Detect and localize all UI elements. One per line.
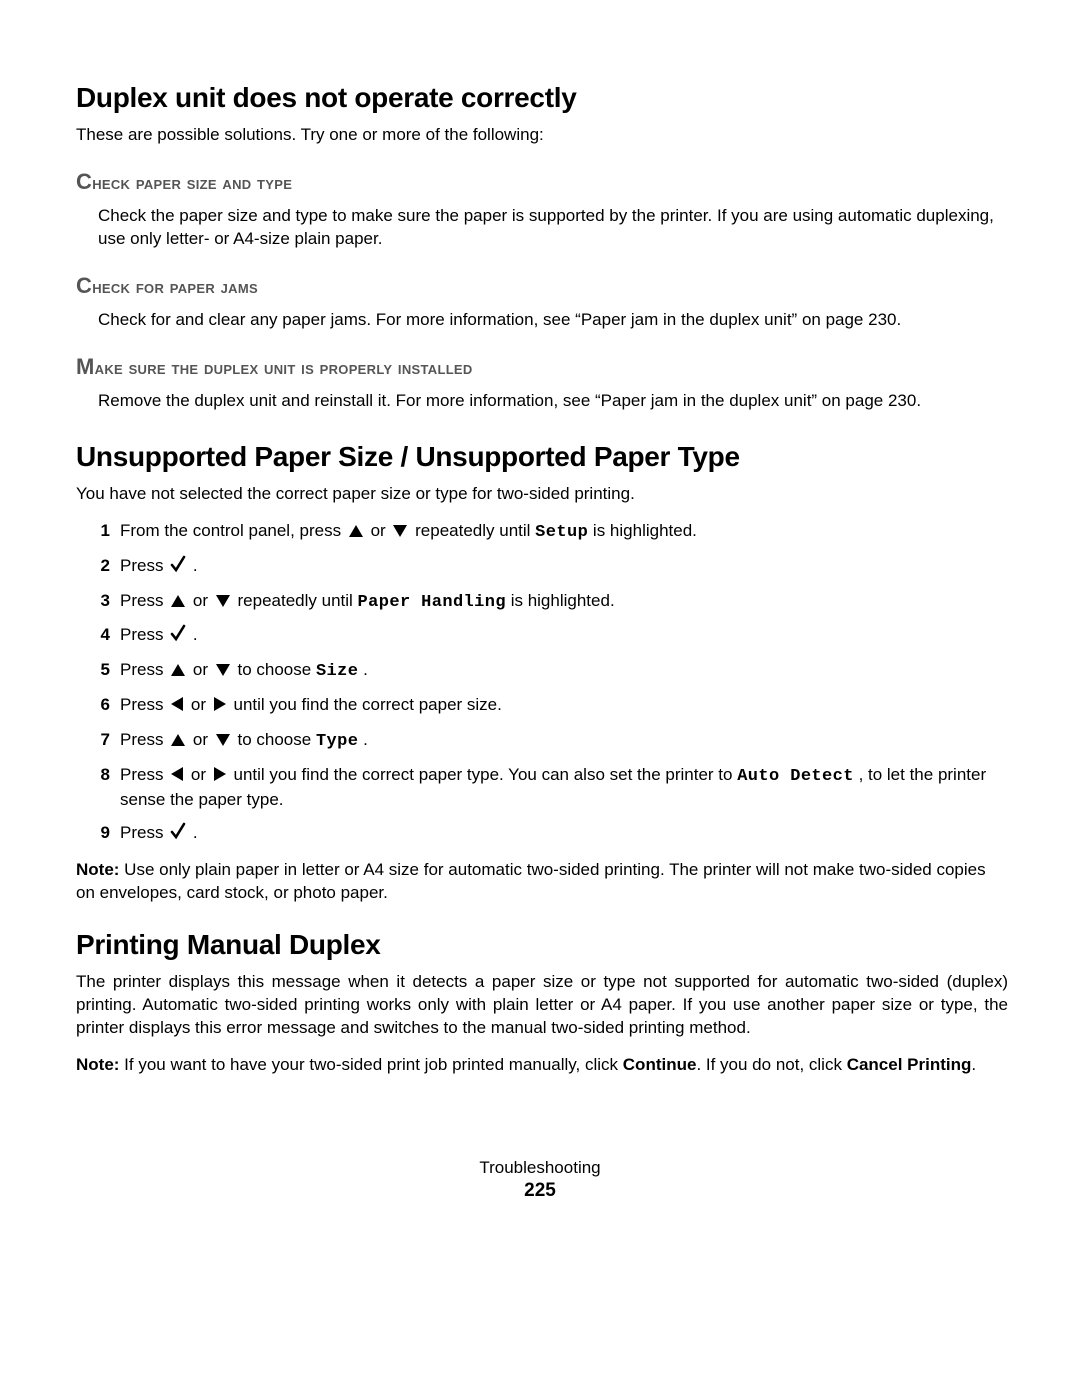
step-text: . bbox=[363, 730, 368, 749]
step-text: Press bbox=[120, 730, 168, 749]
body-duplex-install: Remove the duplex unit and reinstall it.… bbox=[98, 390, 1008, 413]
step-text: or bbox=[191, 695, 211, 714]
step-text: repeatedly until bbox=[238, 591, 358, 610]
note-text: If you want to have your two-sided print… bbox=[119, 1055, 622, 1074]
step-text: Press bbox=[120, 591, 168, 610]
left-arrow-icon bbox=[170, 766, 184, 789]
step-text: From the control panel, press bbox=[120, 521, 346, 540]
page-footer: Troubleshooting 225 bbox=[0, 1158, 1080, 1202]
step-text: . bbox=[193, 823, 198, 842]
check-icon bbox=[170, 822, 186, 847]
note-bold: Cancel Printing bbox=[847, 1055, 972, 1074]
footer-page-number: 225 bbox=[0, 1180, 1080, 1202]
down-arrow-icon bbox=[392, 522, 408, 545]
step-text: Press bbox=[120, 660, 168, 679]
up-arrow-icon bbox=[170, 661, 186, 684]
page-content: Duplex unit does not operate correctly T… bbox=[0, 0, 1080, 1131]
step-number: 5 bbox=[88, 659, 110, 682]
step-5: 5 Press or to choose Size . bbox=[88, 659, 1008, 684]
step-text: to choose bbox=[238, 730, 316, 749]
step-7: 7 Press or to choose Type . bbox=[88, 729, 1008, 754]
step-code: Setup bbox=[535, 523, 588, 542]
step-9: 9 Press . bbox=[88, 822, 1008, 847]
note-text: . If you do not, click bbox=[696, 1055, 846, 1074]
note-bold: Continue bbox=[623, 1055, 697, 1074]
body-manual-duplex: The printer displays this message when i… bbox=[76, 971, 1008, 1040]
up-arrow-icon bbox=[348, 522, 364, 545]
intro-unsupported: You have not selected the correct paper … bbox=[76, 483, 1008, 506]
step-text: is highlighted. bbox=[593, 521, 697, 540]
body-check-jams: Check for and clear any paper jams. For … bbox=[98, 309, 1008, 332]
heading-unsupported-paper: Unsupported Paper Size / Unsupported Pap… bbox=[76, 441, 1008, 473]
note-label: Note: bbox=[76, 1055, 119, 1074]
step-text: Press bbox=[120, 625, 168, 644]
heading-manual-duplex: Printing Manual Duplex bbox=[76, 929, 1008, 961]
step-text: Press bbox=[120, 765, 168, 784]
step-3: 3 Press or repeatedly until Paper Handli… bbox=[88, 590, 1008, 615]
note-label: Note: bbox=[76, 860, 119, 879]
right-arrow-icon bbox=[213, 696, 227, 719]
step-text: is highlighted. bbox=[511, 591, 615, 610]
step-number: 7 bbox=[88, 729, 110, 752]
step-text: repeatedly until bbox=[415, 521, 535, 540]
step-number: 9 bbox=[88, 822, 110, 845]
step-number: 2 bbox=[88, 555, 110, 578]
step-code: Size bbox=[316, 662, 358, 681]
step-code: Paper Handling bbox=[358, 593, 506, 612]
step-text: Press bbox=[120, 695, 168, 714]
step-8: 8 Press or until you find the correct pa… bbox=[88, 764, 1008, 812]
step-text: until you find the correct paper type. Y… bbox=[234, 765, 738, 784]
step-text: to choose bbox=[238, 660, 316, 679]
step-text: . bbox=[193, 625, 198, 644]
note-manual-duplex: Note: If you want to have your two-sided… bbox=[76, 1054, 1008, 1077]
step-2: 2 Press . bbox=[88, 555, 1008, 580]
body-check-paper-size: Check the paper size and type to make su… bbox=[98, 205, 1008, 251]
step-text: . bbox=[363, 660, 368, 679]
step-text: or bbox=[193, 730, 213, 749]
step-text: Press bbox=[120, 823, 168, 842]
step-text: or bbox=[193, 660, 213, 679]
note-unsupported: Note: Use only plain paper in letter or … bbox=[76, 859, 1008, 905]
check-icon bbox=[170, 555, 186, 580]
left-arrow-icon bbox=[170, 696, 184, 719]
step-number: 4 bbox=[88, 624, 110, 647]
step-code: Type bbox=[316, 732, 358, 751]
up-arrow-icon bbox=[170, 592, 186, 615]
down-arrow-icon bbox=[215, 661, 231, 684]
footer-title: Troubleshooting bbox=[0, 1158, 1080, 1178]
subheading-check-jams: Check for paper jams bbox=[76, 273, 1008, 299]
step-text: or bbox=[371, 521, 391, 540]
step-text: or bbox=[193, 591, 213, 610]
down-arrow-icon bbox=[215, 592, 231, 615]
step-number: 3 bbox=[88, 590, 110, 613]
check-icon bbox=[170, 624, 186, 649]
step-code: Auto Detect bbox=[737, 767, 854, 786]
subheading-duplex-install: Make sure the duplex unit is properly in… bbox=[76, 354, 1008, 380]
right-arrow-icon bbox=[213, 766, 227, 789]
step-text: . bbox=[193, 556, 198, 575]
steps-list: 1 From the control panel, press or repea… bbox=[76, 520, 1008, 847]
step-text: until you find the correct paper size. bbox=[234, 695, 502, 714]
heading-duplex-unit: Duplex unit does not operate correctly bbox=[76, 82, 1008, 114]
up-arrow-icon bbox=[170, 731, 186, 754]
step-number: 6 bbox=[88, 694, 110, 717]
intro-text: These are possible solutions. Try one or… bbox=[76, 124, 1008, 147]
step-4: 4 Press . bbox=[88, 624, 1008, 649]
step-number: 1 bbox=[88, 520, 110, 543]
down-arrow-icon bbox=[215, 731, 231, 754]
step-1: 1 From the control panel, press or repea… bbox=[88, 520, 1008, 545]
note-body: Use only plain paper in letter or A4 siz… bbox=[76, 860, 986, 902]
step-text: Press bbox=[120, 556, 168, 575]
note-text: . bbox=[971, 1055, 976, 1074]
step-number: 8 bbox=[88, 764, 110, 787]
step-6: 6 Press or until you find the correct pa… bbox=[88, 694, 1008, 719]
subheading-check-paper-size: Check paper size and type bbox=[76, 169, 1008, 195]
step-text: or bbox=[191, 765, 211, 784]
